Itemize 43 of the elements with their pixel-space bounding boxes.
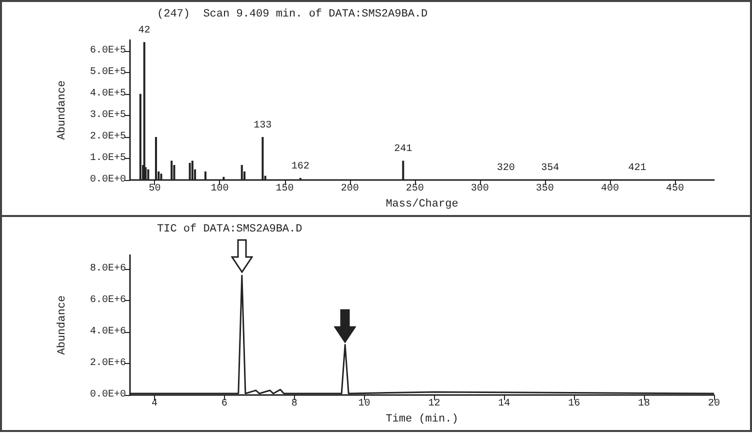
x-tick-label: 12 bbox=[428, 398, 440, 410]
x-axis-title: Mass/Charge bbox=[386, 198, 458, 210]
y-axis-title: Abundance bbox=[56, 295, 68, 355]
annotation: 421 bbox=[628, 163, 646, 174]
y-tick-label: 6.0E+6 bbox=[90, 295, 126, 306]
annotation: 241 bbox=[394, 144, 412, 156]
annotation: 354 bbox=[541, 163, 560, 174]
x-tick-label: 150 bbox=[276, 184, 294, 195]
x-tick-label: 200 bbox=[340, 184, 359, 195]
annotation: 320 bbox=[496, 162, 515, 174]
x-tick-label: 8 bbox=[291, 398, 298, 410]
y-tick-label: 3.0E+5 bbox=[90, 110, 126, 121]
x-tick-label: 10 bbox=[358, 398, 370, 410]
y-tick-label: 8.0E+6 bbox=[90, 264, 126, 275]
y-tick-label: 2.0E+5 bbox=[90, 131, 126, 142]
annotation: 42 bbox=[138, 26, 150, 37]
x-tick-label: 250 bbox=[406, 184, 424, 195]
chart-title: (247) Scan 9.409 min. of DATA:SMS2A9BA.D bbox=[157, 8, 428, 20]
annotation: 162 bbox=[291, 161, 310, 172]
y-tick-label: 1.0E+5 bbox=[90, 153, 126, 164]
y-tick-label: 0.0E+0 bbox=[90, 390, 126, 401]
y-tick-label: 4.0E+5 bbox=[90, 88, 126, 100]
y-tick-label: 0.0E+0 bbox=[90, 174, 126, 186]
x-tick-label: 350 bbox=[536, 184, 554, 195]
x-tick-label: 400 bbox=[600, 184, 619, 195]
x-tick-label: 14 bbox=[498, 398, 510, 410]
x-tick-label: 50 bbox=[148, 184, 161, 195]
x-tick-label: 450 bbox=[666, 184, 684, 195]
y-tick-label: 2.0E+6 bbox=[90, 358, 126, 370]
x-axis-title: Time (min.) bbox=[386, 414, 458, 426]
chart-title: TIC of DATA:SMS2A9BA.D bbox=[157, 224, 303, 236]
annotation: 133 bbox=[254, 120, 272, 132]
y-axis-title: Abundance bbox=[56, 80, 68, 140]
x-tick-label: 18 bbox=[638, 398, 650, 410]
x-tick-label: 20 bbox=[708, 398, 720, 410]
x-tick-label: 16 bbox=[568, 398, 580, 410]
x-tick-label: 4 bbox=[151, 398, 158, 410]
x-tick-label: 300 bbox=[470, 184, 489, 195]
y-tick-label: 5.0E+5 bbox=[90, 66, 126, 78]
x-tick-label: 100 bbox=[210, 184, 229, 195]
y-tick-label: 4.0E+6 bbox=[90, 326, 126, 338]
x-tick-label: 6 bbox=[221, 398, 228, 410]
y-tick-label: 6.0E+5 bbox=[90, 45, 126, 56]
